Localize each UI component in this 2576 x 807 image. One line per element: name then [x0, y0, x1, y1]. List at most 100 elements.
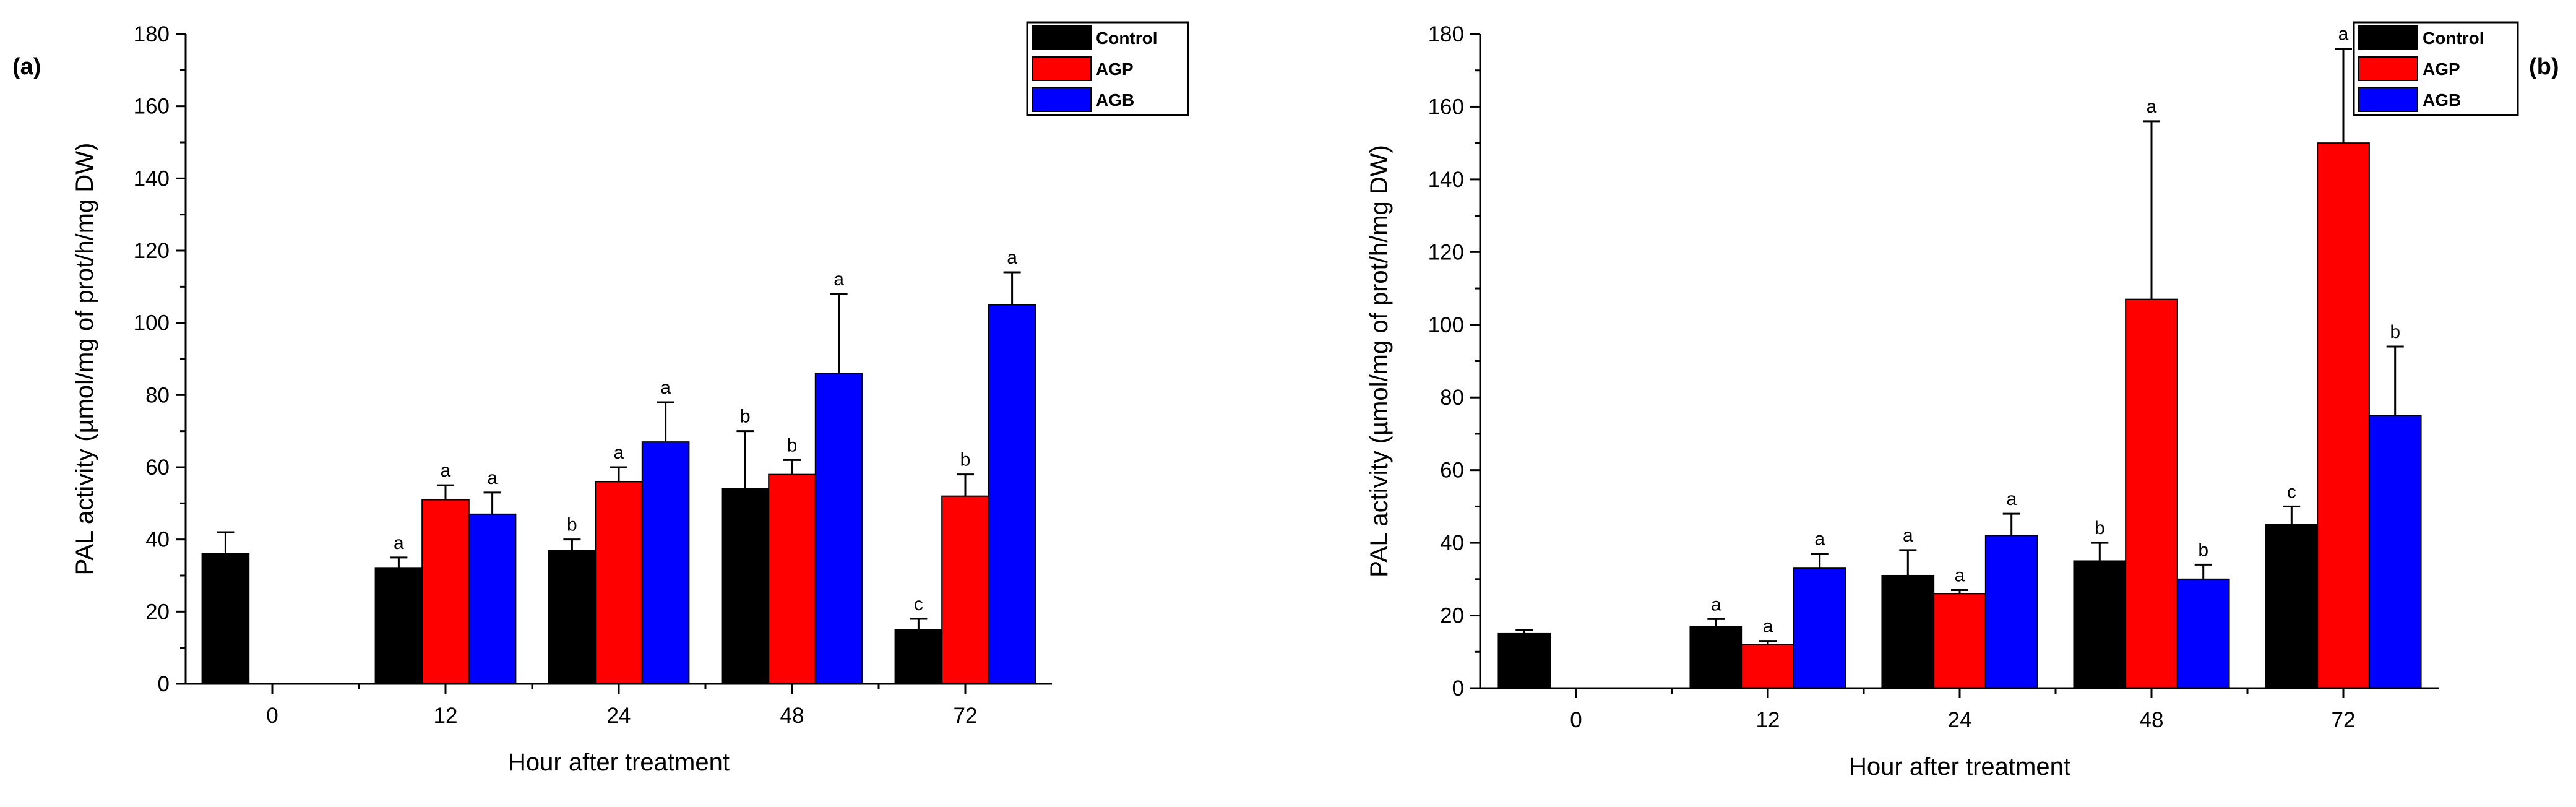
y-tick-label: 0	[158, 672, 170, 696]
bar-agp-48	[2125, 298, 2178, 689]
significance-letter: a	[2147, 97, 2157, 117]
panel-label: (b)	[2529, 54, 2559, 80]
significance-letter: a	[1763, 616, 1773, 637]
significance-letter: a	[834, 269, 844, 290]
legend-label-agp: AGP	[1096, 59, 1134, 79]
bar-agb-48	[2176, 578, 2230, 689]
legend-swatch-agb	[1032, 87, 1092, 112]
y-tick-label: 100	[134, 311, 170, 335]
bar-chart-a: a b b c a a b b a a a a 0 20 40 60 80 100 120 140 160 180 0 12 2…	[12, 21, 1189, 776]
significance-letter: a	[1711, 594, 1721, 615]
significance-letter: b	[787, 435, 798, 455]
bar-agp-72	[2317, 142, 2370, 689]
y-tick-label: 20	[145, 600, 170, 624]
bar-agb-12	[468, 513, 517, 684]
x-tick-label: 72	[954, 704, 978, 728]
y-tick-label: 80	[1440, 386, 1464, 410]
y-tick-label: 180	[134, 22, 170, 46]
significance-letter: c	[914, 594, 923, 615]
significance-letter: a	[2338, 24, 2349, 44]
bar-agp-24	[595, 481, 643, 684]
legend-swatch-agp	[2358, 56, 2418, 81]
y-tick-label: 120	[134, 239, 170, 263]
legend-label-control: Control	[1096, 28, 1158, 48]
y-tick-label: 40	[1440, 531, 1464, 555]
x-axis-title: Hour after treatment	[1849, 753, 2070, 780]
y-tick-label: 0	[1452, 676, 1464, 701]
x-tick-label: 24	[607, 704, 631, 728]
legend-swatch-control	[2358, 25, 2418, 50]
bar-agp-12	[421, 499, 470, 684]
significance-letter: b	[2198, 540, 2208, 560]
bar-control-0	[201, 553, 250, 684]
significance-letter: c	[2287, 481, 2296, 502]
y-axis-title: PAL activity (µmol/mg of prot/h/mg DW)	[1366, 145, 1393, 577]
y-tick-label: 120	[1428, 240, 1464, 264]
bar-agb-24	[1984, 535, 2038, 689]
significance-letter: a	[2006, 489, 2017, 509]
bar-control-24	[1881, 574, 1935, 689]
bar-control-72	[894, 629, 943, 684]
significance-letter: b	[567, 515, 577, 535]
x-tick-label: 48	[780, 704, 804, 728]
significance-letter: b	[740, 407, 751, 427]
legend-swatch-agb	[2358, 87, 2418, 112]
bar-agb-72	[988, 304, 1036, 684]
significance-letter: a	[394, 533, 404, 553]
bar-control-48	[2073, 560, 2127, 689]
y-tick-label: 60	[1440, 459, 1464, 483]
y-axis-title: PAL activity (µmol/mg of prot/h/mg DW)	[71, 143, 98, 576]
y-tick-label: 180	[1428, 22, 1464, 46]
bar-agp-72	[941, 495, 989, 685]
y-tick-label: 140	[1428, 168, 1464, 192]
significance-letter: a	[1007, 248, 1017, 268]
bar-control-0	[1497, 632, 1551, 689]
significance-letter: a	[614, 442, 624, 463]
chart-panel-a: a b b c a a b b a a a a 0 20 40 60 80 100 120 140 160 180 0 12 2…	[12, 21, 1189, 776]
x-tick-label: 12	[434, 704, 458, 728]
chart-panel-b: a a b c a a a a a a b b 0 20 40 60 80 100 120 140 160 180 0 12 2…	[1288, 0, 2576, 807]
y-tick-label: 40	[145, 528, 170, 552]
legend-label-agp: AGP	[2423, 59, 2460, 79]
significance-letter: a	[660, 378, 671, 398]
x-tick-label: 72	[2332, 708, 2356, 732]
bar-control-12	[1689, 626, 1743, 689]
y-tick-label: 60	[145, 455, 170, 480]
bar-control-72	[2265, 524, 2319, 689]
y-tick-label: 80	[145, 383, 170, 407]
x-tick-label: 12	[1756, 708, 1780, 732]
bar-agb-12	[1793, 567, 1846, 689]
bar-agp-48	[768, 473, 816, 685]
significance-letter: a	[487, 468, 498, 488]
significance-letter: a	[1814, 529, 1825, 550]
significance-letter: b	[960, 450, 971, 470]
significance-letter: a	[441, 460, 451, 481]
x-tick-label: 0	[1570, 708, 1582, 732]
x-axis-title: Hour after treatment	[508, 749, 730, 776]
significance-letter: b	[2390, 322, 2400, 342]
bar-agp-24	[1933, 593, 1986, 689]
y-tick-label: 100	[1428, 313, 1464, 337]
bar-control-24	[548, 550, 597, 685]
legend-swatch-control	[1032, 25, 1092, 50]
x-tick-label: 48	[2140, 708, 2164, 732]
x-tick-label: 0	[266, 704, 278, 728]
legend-label-control: Control	[2423, 28, 2484, 48]
legend-label-agb: AGB	[2423, 90, 2461, 110]
significance-letter: b	[2095, 518, 2105, 538]
bar-agp-12	[1741, 644, 1794, 689]
y-tick-label: 20	[1440, 604, 1464, 628]
legend-label-agb: AGB	[1096, 90, 1134, 110]
significance-letter: a	[1903, 525, 1913, 546]
bar-chart-b: a a b c a a a a a a b b 0 20 40 60 80 100 120 140 160 180 0 12 2…	[1366, 21, 2559, 780]
bar-control-12	[374, 567, 423, 684]
significance-letter: a	[1955, 565, 1965, 585]
y-tick-label: 160	[134, 95, 170, 119]
legend-swatch-agp	[1032, 56, 1092, 81]
bar-agb-72	[2368, 415, 2422, 689]
bar-agb-48	[814, 373, 863, 684]
bar-agb-24	[641, 441, 690, 685]
panel-label: (a)	[12, 54, 41, 80]
x-tick-label: 24	[1948, 708, 1972, 732]
bar-control-48	[721, 488, 770, 684]
